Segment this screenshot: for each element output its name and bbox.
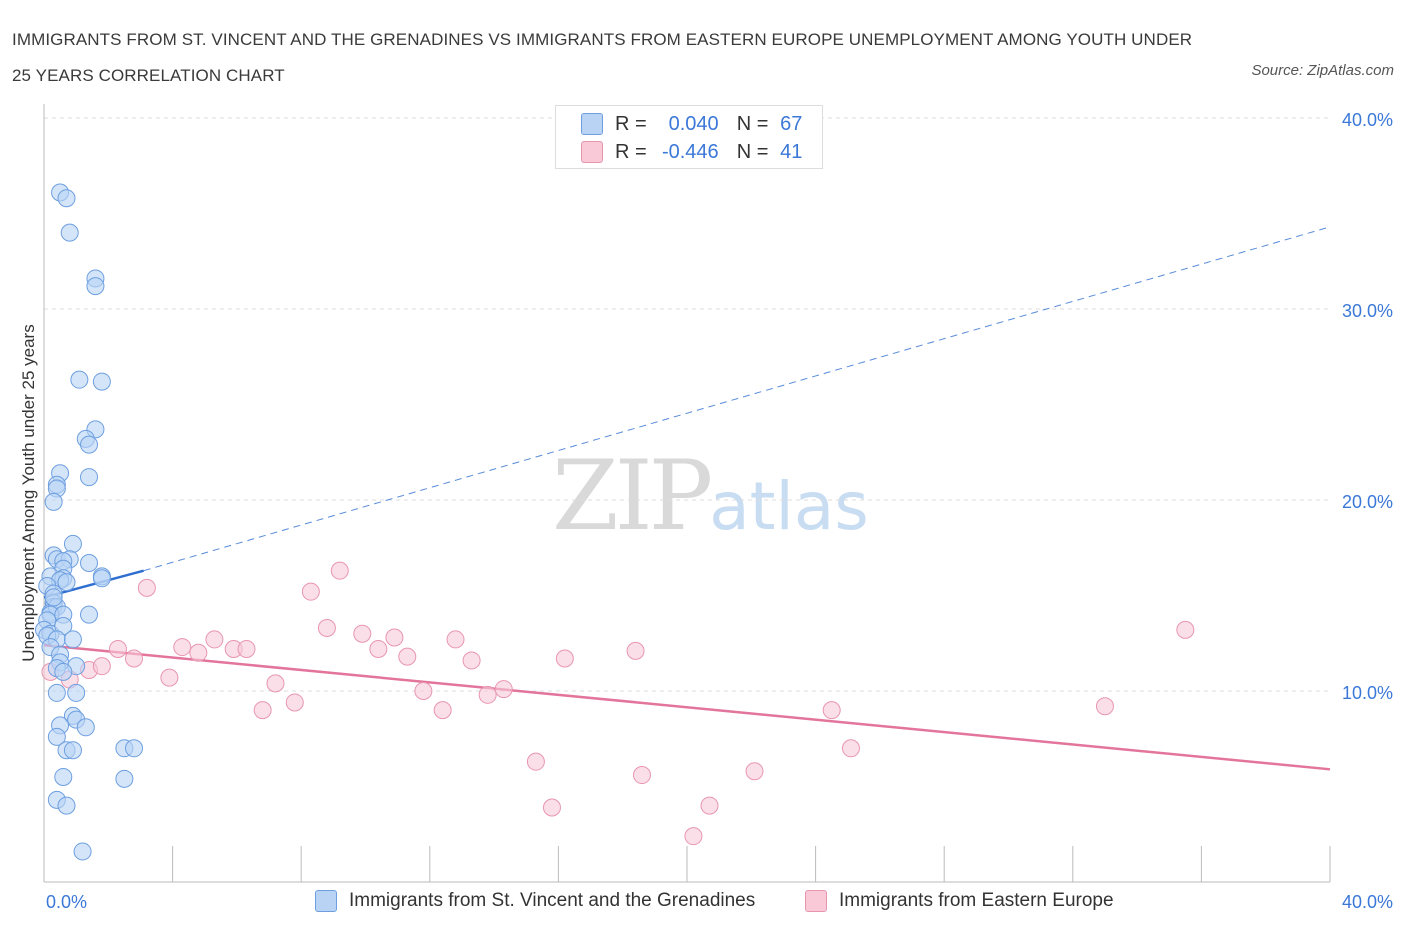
data-point-pink [125, 649, 144, 668]
data-point-pink [385, 628, 404, 647]
data-point-pink [173, 638, 192, 657]
data-point-blue [47, 727, 66, 746]
data-point-pink [398, 647, 417, 666]
data-point-blue [54, 662, 73, 681]
data-point-pink [700, 796, 719, 815]
trend-line-pink [43, 643, 1331, 771]
data-point-pink [253, 701, 272, 720]
data-point-pink [478, 685, 497, 704]
data-point-blue [60, 223, 79, 242]
data-point-blue [57, 573, 76, 592]
data-point-blue [63, 630, 82, 649]
data-point-pink [414, 682, 433, 700]
x-tick-label: 0.0% [46, 892, 87, 912]
data-point-blue [44, 492, 63, 511]
data-point-pink [446, 630, 465, 649]
data-point-pink [285, 693, 304, 712]
data-point-blue [80, 435, 99, 454]
data-point-pink [684, 827, 703, 846]
data-point-pink [266, 674, 285, 693]
data-point-pink [822, 701, 841, 720]
series-name-pink: Immigrants from Eastern Europe [839, 890, 1114, 911]
data-point-pink [632, 766, 651, 785]
data-point-pink [189, 643, 208, 662]
legend-n-label: N = [736, 140, 769, 163]
data-point-blue [63, 534, 82, 553]
data-point-blue [80, 468, 99, 487]
watermark-atlas: atlas [709, 468, 869, 545]
x-tick-label: 40.0% [1342, 892, 1393, 912]
data-point-pink [526, 752, 545, 771]
legend-r-label: R = [615, 112, 647, 135]
y-tick-label: 10.0% [1342, 683, 1393, 703]
legend-r-label: R = [615, 140, 647, 163]
chart-title: IMMIGRANTS FROM ST. VINCENT AND THE GREN… [12, 30, 1193, 85]
legend-swatch-pink [581, 141, 603, 163]
series-name-blue: Immigrants from St. Vincent and the Gren… [349, 890, 756, 911]
data-point-pink [108, 639, 127, 658]
series-swatch-pink [805, 890, 827, 912]
data-point-blue [125, 739, 144, 758]
data-point-pink [353, 624, 372, 643]
series-legend-pink: Immigrants from Eastern Europe [805, 888, 1114, 914]
data-point-blue [92, 372, 111, 391]
legend-swatch-blue [581, 113, 603, 135]
data-point-pink [1095, 697, 1114, 716]
data-point-blue [80, 554, 99, 573]
legend-r-value: 0.040 [668, 112, 719, 135]
data-point-blue [63, 741, 82, 760]
data-point-blue [57, 189, 76, 208]
data-point-pink [494, 680, 513, 699]
correlation-legend: R = 0.040 N = 67 R = -0.446 N = 41 [555, 105, 823, 169]
legend-n-value: 41 [780, 140, 803, 163]
data-point-blue [86, 277, 105, 296]
data-point-pink [369, 639, 388, 658]
data-point-pink [301, 582, 320, 601]
data-point-blue [47, 683, 66, 702]
data-point-pink [205, 630, 224, 649]
data-point-pink [433, 701, 452, 720]
data-point-blue [80, 605, 99, 624]
data-point-pink [160, 668, 179, 687]
data-point-pink [137, 578, 156, 597]
data-point-blue [57, 796, 76, 815]
data-point-pink [542, 798, 561, 817]
data-point-blue [44, 588, 63, 607]
data-point-blue [115, 769, 134, 788]
y-tick-label: 20.0% [1342, 492, 1393, 512]
data-point-pink [330, 561, 349, 580]
legend-n-value: 67 [780, 112, 803, 135]
legend-row-pink: R = -0.446 N = 41 [581, 140, 802, 164]
data-point-blue [76, 718, 95, 737]
series-swatch-blue [315, 890, 337, 912]
data-point-blue [92, 569, 111, 588]
data-point-pink [555, 649, 574, 668]
y-tick-label: 40.0% [1342, 110, 1393, 130]
legend-n-label: N = [736, 112, 769, 135]
data-point-pink [237, 639, 256, 658]
watermark: ZIPatlas [552, 440, 869, 552]
data-point-pink [92, 657, 111, 676]
legend-r-value: -0.446 [661, 140, 719, 163]
data-point-blue [67, 683, 86, 702]
series-legend-blue: Immigrants from St. Vincent and the Gren… [315, 888, 755, 914]
y-tick-label: 30.0% [1342, 301, 1393, 321]
source-label: Source: ZipAtlas.com [1251, 62, 1394, 79]
data-point-pink [1176, 620, 1195, 639]
y-axis-label: Unemployment Among Youth under 25 years [19, 324, 38, 661]
data-point-blue [54, 767, 73, 786]
trend-line-blue-dashed [143, 226, 1331, 572]
data-point-pink [745, 762, 764, 781]
data-point-blue [73, 842, 92, 861]
data-point-pink [841, 739, 860, 758]
data-point-pink [626, 641, 645, 660]
watermark-zip: ZIP [552, 440, 713, 552]
data-point-pink [317, 618, 336, 637]
data-point-pink [462, 651, 481, 670]
data-point-blue [70, 370, 89, 389]
legend-row-blue: R = 0.040 N = 67 [581, 112, 802, 136]
